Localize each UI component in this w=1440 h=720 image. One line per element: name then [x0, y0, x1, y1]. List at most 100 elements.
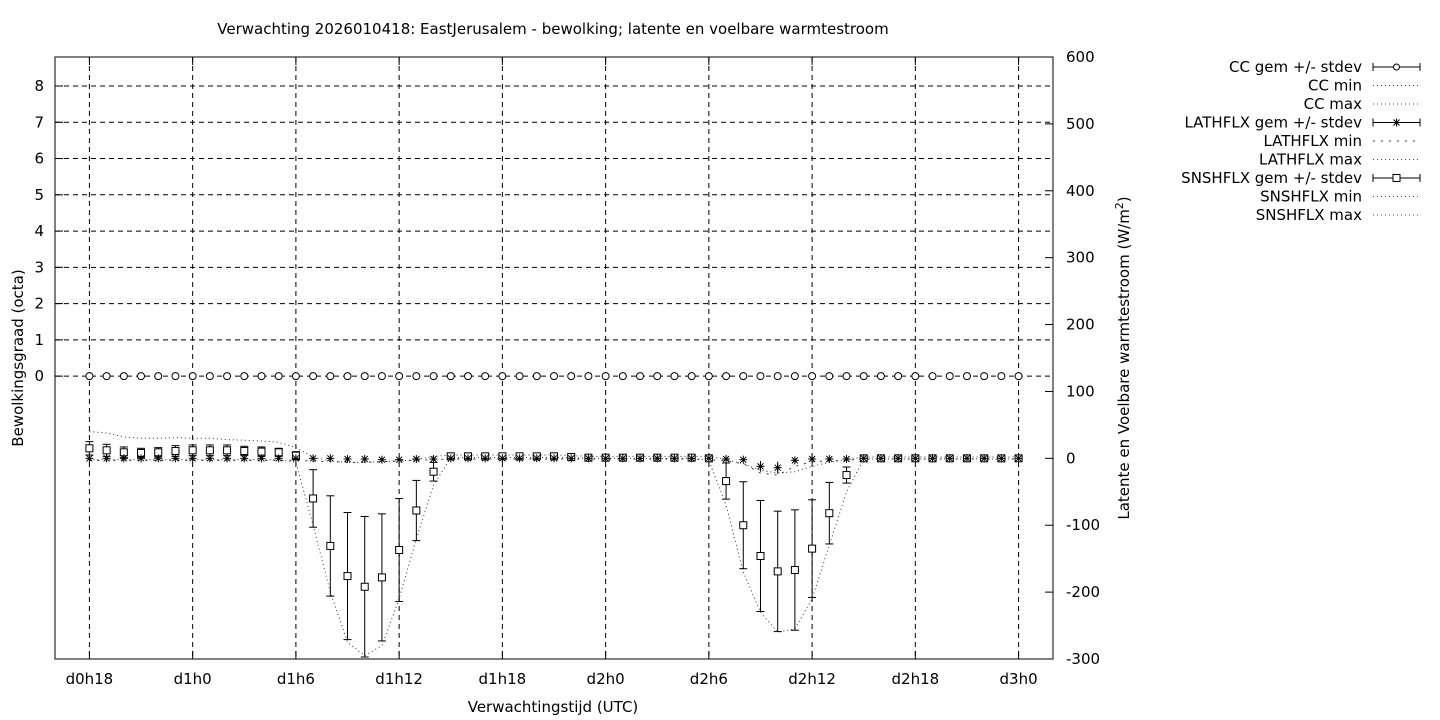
lathflx-star-stroke: [172, 454, 179, 462]
lathflx-point: [257, 454, 266, 463]
legend-sample-marker: [1393, 63, 1400, 71]
snshflx-point: [429, 467, 438, 476]
cc-point: [188, 372, 197, 381]
lathflx-star-stroke: [843, 455, 850, 463]
lathflx-star-stroke: [481, 454, 489, 462]
lathflx-star-stroke: [344, 455, 351, 463]
lathflx-star-stroke: [791, 456, 799, 464]
lathflx-star-stroke: [929, 454, 936, 462]
lathflx-star-stroke: [653, 454, 661, 462]
x-tick-label: d1h18: [479, 670, 527, 688]
lathflx-point: [188, 454, 197, 463]
y-left-tick-label: 7: [34, 113, 44, 131]
lathflx-point: [429, 455, 438, 464]
cc-point: [997, 372, 1006, 381]
cc-point: [911, 372, 920, 381]
lathflx-star-stroke: [722, 455, 730, 463]
x-tick-label: d1h12: [375, 670, 423, 688]
lathflx-point: [584, 454, 593, 463]
snshflx-point: [205, 446, 214, 455]
snshflx-point: [326, 541, 335, 550]
lathflx-point: [980, 454, 989, 463]
x-tick-label: d0h18: [66, 670, 114, 688]
x-axis-ticks: d0h18 d1h0 d1h6 d1h12 d1h18 d2h0 d2h6 d2h12 d2h1…: [66, 57, 1038, 688]
lathflx-point: [205, 454, 214, 463]
snshflx-point: [223, 446, 232, 455]
snshflx-min-line: [89, 457, 1019, 657]
y-right-tick-label: 300: [1066, 249, 1095, 267]
lathflx-point: [567, 454, 576, 463]
lathflx-point: [395, 455, 404, 464]
lathflx-point: [463, 454, 472, 463]
lathflx-star-stroke: [636, 454, 644, 462]
cc-point: [119, 372, 128, 381]
legend-label: SNSHFLX min: [1260, 188, 1362, 206]
snshflx-point: [739, 521, 748, 530]
y-right-tick-label: 600: [1066, 48, 1095, 66]
lathflx-star-stroke: [223, 454, 231, 462]
lathflx-star-stroke: [602, 454, 609, 462]
legend-sample-marker: [1392, 174, 1401, 182]
lathflx-star-stroke: [946, 454, 954, 462]
cc-point: [859, 372, 868, 381]
lathflx-point: [773, 463, 782, 472]
lathflx-star-stroke: [774, 464, 782, 472]
y-right-tick-label: 200: [1066, 316, 1095, 334]
lathflx-point: [739, 455, 748, 464]
lathflx-point: [550, 454, 558, 463]
legend-label: CC max: [1304, 95, 1363, 113]
legend-label: LATHFLX max: [1259, 151, 1362, 169]
lathflx-star-stroke: [860, 454, 868, 462]
y-right-label-end: ): [1115, 196, 1133, 202]
snshflx-point: [825, 509, 834, 518]
lathflx-star-stroke: [585, 454, 592, 462]
lathflx-point: [154, 454, 163, 463]
x-tick-label: d2h12: [788, 670, 836, 688]
cc-point: [618, 372, 627, 381]
lathflx-point: [240, 454, 249, 463]
cc-point: [876, 372, 885, 381]
snshflx-point: [756, 551, 765, 560]
snshflx-point: [102, 446, 111, 455]
lathflx-star-stroke: [757, 463, 764, 470]
lathflx-point: [876, 454, 885, 463]
cc-point: [842, 372, 851, 381]
cc-point: [498, 372, 507, 381]
cc-point: [687, 372, 696, 381]
lathflx-star-stroke: [516, 454, 523, 462]
lathflx-star-stroke: [326, 454, 334, 462]
snshflx-point: [395, 545, 404, 554]
lathflx-point: [223, 454, 232, 463]
lathflx-star-stroke: [671, 454, 678, 462]
lathflx-point: [85, 454, 94, 463]
lathflx-star-stroke: [619, 454, 627, 462]
lathflx-point: [532, 454, 541, 463]
lathflx-star-stroke: [688, 454, 696, 462]
chart-title: Verwachting 2026010418: EastJerusalem - …: [217, 20, 888, 38]
snshflx-point: [412, 506, 421, 515]
cc-point: [808, 372, 817, 381]
legend-label: SNSHFLX max: [1256, 206, 1362, 224]
y-left-tick-label: 0: [34, 367, 44, 385]
snshflx-point: [377, 573, 386, 582]
x-tick-label: d3h0: [1000, 670, 1038, 688]
lathflx-star-stroke: [240, 454, 248, 462]
snshflx-point: [240, 446, 249, 455]
lathflx-star-stroke: [154, 454, 162, 462]
cc-point: [154, 372, 163, 381]
cc-point: [102, 372, 111, 381]
lathflx-point: [808, 455, 817, 464]
cc-point: [446, 372, 455, 381]
legend-label: CC min: [1308, 77, 1362, 95]
cc-point: [291, 372, 300, 381]
snshflx-point: [808, 544, 817, 553]
lathflx-point: [825, 455, 834, 464]
y-left-tick-label: 6: [34, 150, 44, 168]
lathflx-star-stroke: [705, 454, 713, 462]
lathflx-point: [601, 454, 610, 463]
y-right-tick-label: 500: [1066, 115, 1095, 133]
lathflx-star-stroke: [567, 454, 575, 462]
lathflx-star-stroke: [499, 454, 506, 462]
lathflx-point: [274, 454, 283, 463]
